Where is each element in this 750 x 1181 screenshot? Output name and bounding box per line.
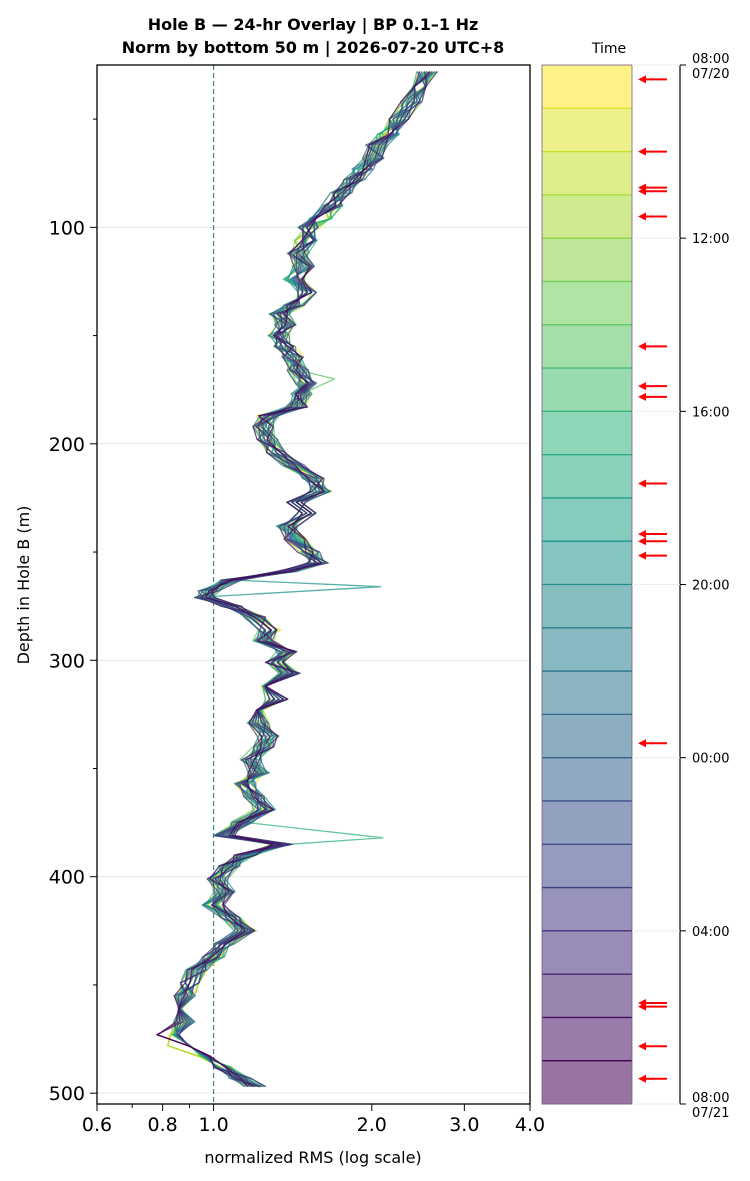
series-line (167, 71, 428, 1088)
series-line (174, 71, 426, 1088)
red-arrow-head (638, 212, 646, 221)
colorbar-band (542, 627, 632, 672)
series-line (176, 71, 427, 1088)
colorbar-band (542, 1017, 632, 1062)
colorbar-band (542, 281, 632, 326)
colorbar-band (542, 324, 632, 369)
colorbar: Time 08:0007/2012:0016:0020:0000:0004:00… (541, 41, 729, 1121)
colorbar-band (542, 541, 632, 585)
colorbar-band (542, 930, 632, 975)
colorbar-tick-label: 04:00 (692, 925, 729, 940)
chart-title-line2: Norm by bottom 50 m | 2026-07-20 UTC+8 (122, 38, 505, 58)
red-arrow-head (638, 1042, 646, 1051)
colorbar-band (542, 368, 632, 412)
colorbar-tick-label: 08:00 (692, 1091, 729, 1106)
colorbar-band (542, 411, 632, 456)
series-line (156, 71, 421, 1088)
red-arrow-head (638, 1074, 646, 1083)
y-axis: 100 200 300 400 500 (49, 118, 97, 1105)
series-line (173, 71, 423, 1088)
colorbar-band (542, 151, 632, 196)
plot-area: 0.6 0.8 1.0 2.0 3.0 4.0 100 200 300 400 500 (49, 64, 545, 1136)
x-tick-label: 1.0 (198, 1114, 228, 1136)
series-line (172, 71, 426, 1087)
series-line (167, 70, 433, 1088)
colorbar-tick-label: 07/21 (692, 1106, 729, 1121)
x-tick-label: 3.0 (449, 1114, 479, 1136)
series-line (173, 71, 428, 1088)
red-arrow-head (638, 1002, 646, 1011)
colorbar-arrows (638, 75, 667, 1083)
y-tick-label: 100 (49, 217, 85, 239)
series-line (156, 71, 427, 1088)
series-line (171, 71, 431, 1088)
y-tick-label: 400 (49, 867, 85, 889)
colorbar-band (542, 714, 632, 759)
colorbar-band (542, 887, 632, 932)
colorbar-title: Time (591, 41, 626, 57)
x-tick-label: 2.0 (357, 1114, 387, 1136)
red-arrow-head (638, 382, 646, 391)
colorbar-band (542, 1060, 632, 1105)
red-arrow-head (638, 187, 646, 196)
series-line (167, 71, 438, 1088)
colorbar-band (542, 108, 632, 153)
y-tick-label: 500 (49, 1083, 85, 1105)
chart-title-line1: Hole B — 24-hr Overlay | BP 0.1–1 Hz (148, 15, 479, 35)
colorbar-band (542, 497, 632, 542)
plot-frame (96, 64, 531, 1105)
x-axis: 0.6 0.8 1.0 2.0 3.0 4.0 (82, 1104, 545, 1136)
series-line (166, 71, 420, 1088)
y-tick-label: 300 (49, 650, 85, 672)
colorbar-band (542, 65, 632, 109)
colorbar-tick-label: 08:00 (692, 52, 729, 67)
series-line (157, 71, 431, 1088)
colorbar-band (542, 844, 632, 889)
x-tick-label: 0.6 (82, 1114, 112, 1136)
series-line (177, 71, 433, 1087)
series-line (177, 71, 429, 1088)
red-arrow-head (638, 342, 646, 351)
colorbar-tick-label: 16:00 (692, 405, 729, 420)
y-axis-label: Depth in Hole B (m) (14, 506, 33, 665)
colorbar-band (542, 800, 632, 845)
colorbar-band (542, 238, 632, 282)
red-arrow-head (638, 551, 646, 560)
red-arrow-head (638, 537, 646, 546)
colorbar-band (542, 671, 632, 715)
colorbar-band (542, 454, 632, 499)
colorbar-band (542, 974, 632, 1018)
colorbar-tick-label: 20:00 (692, 579, 729, 594)
series-line (170, 71, 426, 1087)
colorbar-band (542, 584, 632, 629)
red-arrow-head (638, 739, 646, 748)
colorbar-band (542, 757, 632, 802)
series-line (172, 71, 418, 1088)
y-tick-label: 200 (49, 434, 85, 456)
colorbar-tick-label: 12:00 (692, 232, 729, 247)
x-tick-label: 4.0 (515, 1114, 545, 1136)
red-arrow-head (638, 75, 646, 84)
red-arrow-head (638, 392, 646, 401)
series-line (175, 71, 431, 1088)
red-arrow-head (638, 529, 646, 538)
red-arrow-head (638, 147, 646, 156)
colorbar-axis: 08:0007/2012:0016:0020:0000:0004:0008:00… (632, 52, 729, 1121)
x-tick-label: 0.8 (148, 1114, 178, 1136)
colorbar-tick-label: 07/20 (692, 67, 729, 82)
x-axis-label: normalized RMS (log scale) (204, 1148, 421, 1167)
colorbar-tick-label: 00:00 (692, 752, 729, 767)
colorbar-band (542, 194, 632, 239)
red-arrow-head (638, 479, 646, 488)
series-group (156, 70, 438, 1088)
grid-lines (97, 226, 530, 1094)
colorbar-bands (542, 65, 632, 1105)
